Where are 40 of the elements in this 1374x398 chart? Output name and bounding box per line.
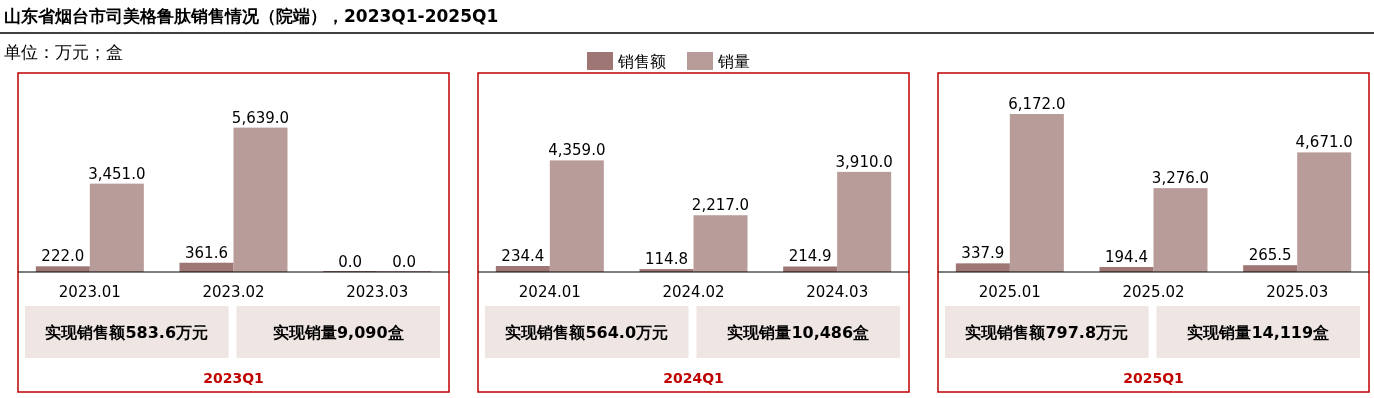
data-label: 3,910.0	[835, 152, 893, 171]
text: 实现销量10,486盒	[727, 323, 870, 342]
x-tick-label: 2025.02	[1122, 283, 1185, 301]
data-label: 337.9	[961, 244, 1005, 263]
data-label: 361.6	[185, 243, 228, 262]
x-tick-label: 2024.03	[806, 283, 869, 301]
data-label: 222.0	[41, 247, 85, 266]
text: 实现销售额797.8万元	[965, 323, 1129, 342]
chart-title: 山东省烟台市司美格鲁肽销售情况（院端），2023Q1-2025Q1	[4, 6, 499, 26]
data-label: 214.9	[788, 247, 832, 266]
x-axis-title: 2023Q1	[203, 370, 264, 386]
data-label: 0.0	[392, 253, 417, 271]
data-label: 5,639.0	[231, 108, 290, 127]
data-label: 6,172.0	[1008, 94, 1066, 113]
data-label: 114.8	[645, 250, 688, 269]
data-label: 2,217.0	[691, 196, 750, 215]
data-label: 194.4	[1105, 248, 1148, 267]
data-label: 4,359.0	[548, 141, 606, 160]
x-axis-title: 2025Q1	[1123, 370, 1184, 386]
data-label: 3,451.0	[88, 164, 146, 183]
x-tick-label: 2024.01	[518, 283, 581, 301]
text: 实现销量9,090盒	[272, 323, 404, 342]
x-tick-label: 2024.02	[662, 283, 725, 301]
chart-subtitle: 单位：万元；盒	[4, 42, 123, 62]
x-tick-label: 2025.01	[978, 283, 1041, 301]
data-label: 4,671.0	[1295, 133, 1353, 152]
x-axis-title: 2024Q1	[663, 370, 724, 386]
legend-label: 销售额	[617, 52, 666, 71]
text: 实现销售额564.0万元	[505, 323, 669, 342]
data-label: 0.0	[338, 253, 363, 271]
x-tick-label: 2023.01	[58, 283, 121, 301]
text: 实现销售额583.6万元	[45, 323, 209, 342]
legend-label: 销量	[717, 52, 750, 71]
data-label: 3,276.0	[1151, 169, 1210, 188]
text: 实现销量14,119盒	[1187, 323, 1330, 342]
x-tick-label: 2023.02	[202, 283, 265, 301]
data-label: 234.4	[501, 247, 545, 265]
x-tick-label: 2023.03	[346, 283, 409, 301]
data-label: 265.5	[1248, 246, 1292, 265]
x-tick-label: 2025.03	[1266, 283, 1329, 301]
